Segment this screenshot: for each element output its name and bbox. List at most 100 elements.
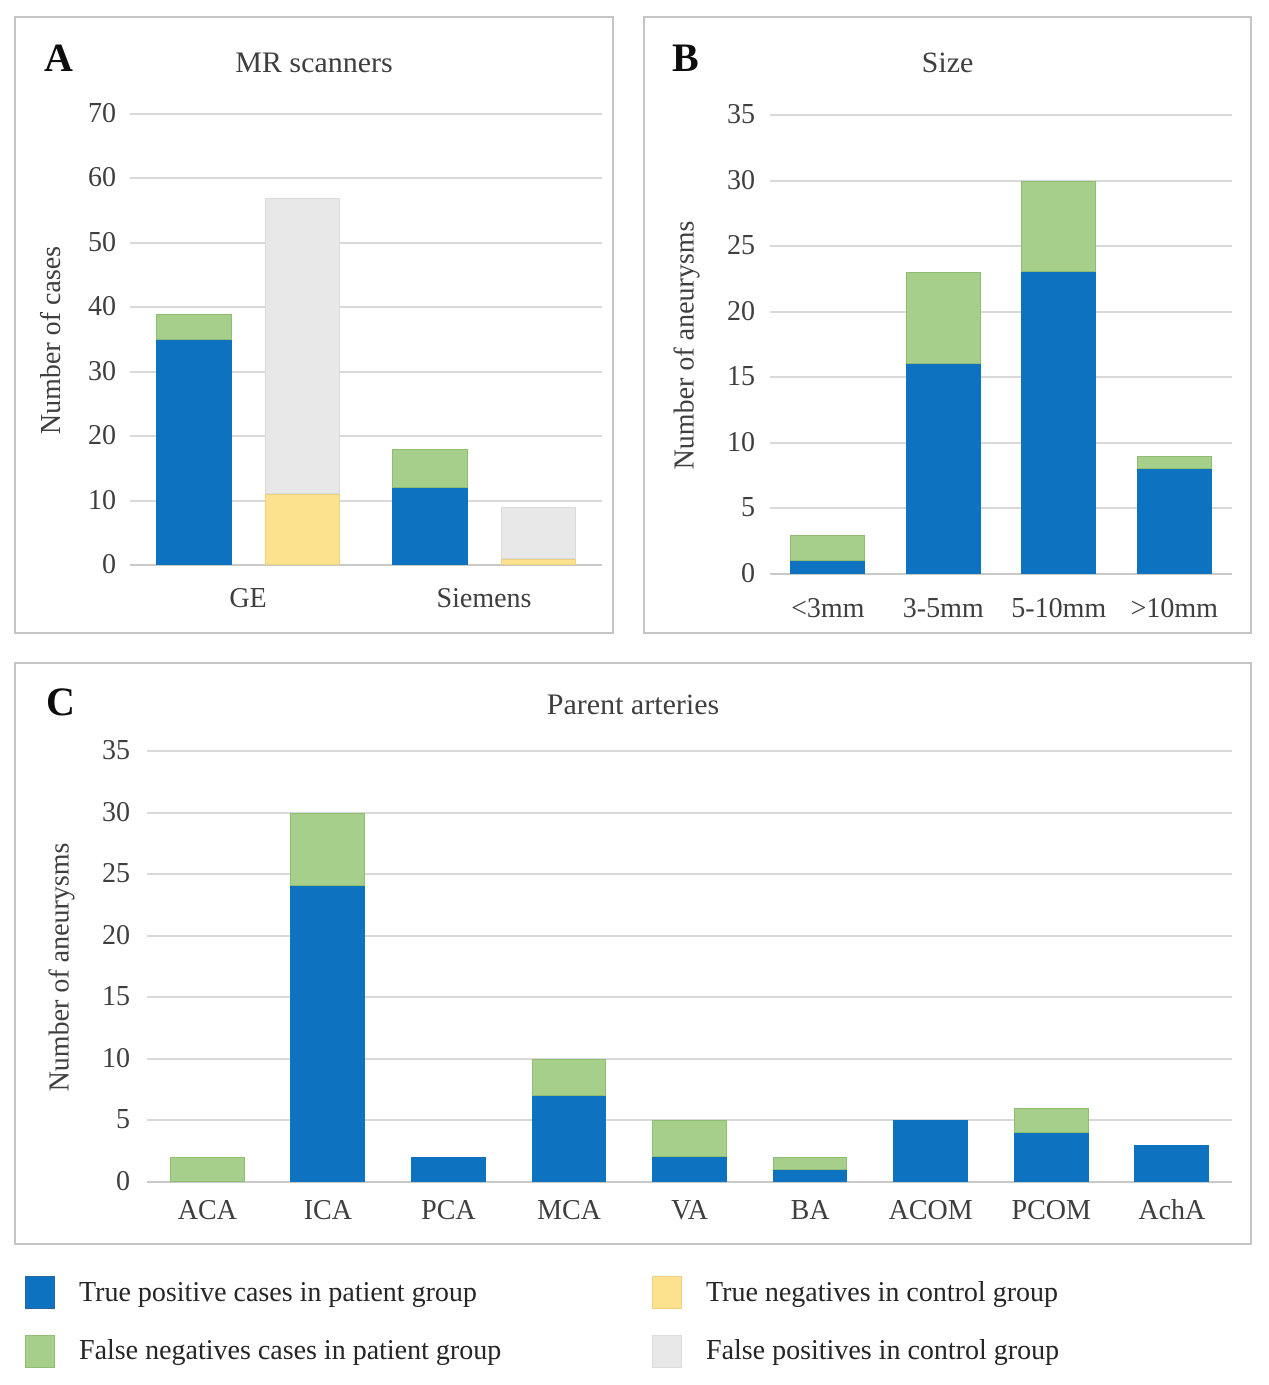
stacked-bar: [290, 751, 366, 1182]
y-tick-label: 15: [727, 361, 755, 393]
bar-segment-green: [772, 1157, 848, 1170]
chart-title-parent-arteries: Parent arteries: [546, 688, 720, 721]
legend-label: False negatives cases in patient group: [79, 1335, 502, 1367]
category-slot-PCOM: [991, 751, 1112, 1182]
stacked-bar: [264, 114, 341, 565]
gridline: [147, 1057, 1232, 1060]
y-tick-label: 30: [88, 355, 116, 387]
y-tick-label: 25: [727, 230, 755, 262]
category-label-AchA: AchA: [1138, 1195, 1206, 1226]
gridline: [770, 245, 1232, 248]
panel-a-mr-scanners: A MR scanners Number of cases 0 10 20 30 40 5…: [14, 16, 614, 634]
gridline: [130, 499, 602, 502]
chart-title-size: Size: [921, 46, 974, 79]
category-slot-ACOM: [870, 751, 991, 1182]
legend-column-patient-group: True positive cases in patient group Fal…: [25, 1276, 501, 1368]
stacked-bar: [155, 114, 232, 565]
bar-segment-green: [391, 449, 468, 488]
bar-segment-yellow: [264, 494, 341, 565]
stacked-bar: [652, 751, 727, 1182]
bar-segment-blue: [652, 1157, 727, 1182]
gridline: [147, 1181, 1232, 1183]
gridline: [770, 376, 1232, 379]
legend-label: False positives in control group: [706, 1335, 1060, 1367]
category-slot-<3mm: [770, 115, 886, 574]
stacked-bar: [1021, 115, 1097, 574]
bar-segment-green: [1013, 1108, 1089, 1133]
gridline: [130, 370, 602, 373]
gridline: [147, 934, 1232, 937]
gridline: [130, 113, 602, 115]
y-tick-label: 40: [88, 291, 116, 323]
y-axis-ticks: 0 5 10 15 20 25 30 35: [685, 101, 755, 588]
bar-segment-blue: [1134, 1145, 1210, 1182]
y-tick-label: 30: [102, 796, 130, 828]
bar-segment-green: [790, 534, 866, 561]
bar-segment-blue: [1013, 1132, 1089, 1182]
bars-layer: [147, 751, 1232, 1182]
bar-segment-blue: [155, 339, 232, 565]
y-tick-label: 20: [727, 295, 755, 327]
y-tick-label: 20: [102, 919, 130, 951]
gridline: [130, 435, 602, 438]
category-label-Siemens: Siemens: [436, 583, 532, 614]
category-slot-AchA: [1112, 751, 1233, 1182]
bar-segment-blue: [790, 560, 866, 574]
y-tick-label: 10: [727, 426, 755, 458]
bar-segment-blue: [531, 1095, 607, 1182]
bars-layer: [770, 115, 1232, 574]
bar-segment-blue: [1136, 469, 1212, 574]
category-label-5-10mm: 5-10mm: [1011, 593, 1107, 624]
bar-segment-green: [155, 313, 232, 340]
category-label-BA: BA: [790, 1195, 830, 1226]
stacked-bar: [500, 114, 577, 565]
x-axis-labels: <3mm 3-5mm 5-10mm >10mm: [770, 593, 1232, 630]
stacked-bar: [1134, 751, 1210, 1182]
gridline: [130, 306, 602, 309]
category-label->10mm: >10mm: [1130, 593, 1218, 624]
legend-item-true-negatives: True negatives in control group: [652, 1276, 1059, 1310]
stacked-bar: [772, 751, 848, 1182]
plot-area: [130, 113, 602, 566]
stacked-bar: [391, 114, 468, 565]
stacked-bar: [905, 115, 981, 574]
panel-letter-a: A: [44, 35, 73, 80]
y-tick-label: 35: [727, 99, 755, 130]
y-tick-label: 70: [88, 98, 116, 129]
legend-label: True negatives in control group: [706, 1277, 1059, 1308]
bar-segment-green: [1136, 455, 1212, 470]
bar-segment-blue: [893, 1120, 969, 1182]
y-tick-label: 15: [102, 981, 130, 1013]
category-label-PCOM: PCOM: [1011, 1195, 1091, 1226]
category-slot-MCA: [509, 751, 630, 1182]
bar-segment-blue: [290, 886, 366, 1182]
bar-segment-gray: [264, 197, 341, 495]
plot-area: [770, 114, 1232, 575]
gridline: [130, 564, 602, 566]
category-label-ICA: ICA: [303, 1195, 352, 1226]
y-axis-ticks: 0 5 10 15 20 25 30 35: [56, 737, 130, 1196]
category-slot-VA: [629, 751, 750, 1182]
gridline: [147, 811, 1232, 814]
panel-letter-b: B: [672, 35, 699, 80]
stacked-bar: [411, 751, 486, 1182]
gridline: [147, 996, 1232, 999]
category-slot-ICA: [268, 751, 389, 1182]
legend-swatch-gray: [652, 1334, 682, 1368]
category-slot-GE: [130, 114, 366, 565]
y-tick-label: 30: [727, 164, 755, 196]
y-tick-label: 50: [88, 226, 116, 258]
y-tick-label: 25: [102, 858, 130, 890]
y-tick-label: 0: [102, 549, 116, 580]
y-tick-label: 60: [88, 162, 116, 194]
stacked-bar: [1136, 115, 1212, 574]
stacked-bar: [1013, 751, 1089, 1182]
legend: True positive cases in patient group Fal…: [14, 1276, 1252, 1368]
plot-area: [147, 750, 1232, 1183]
bar-segment-green: [1021, 180, 1097, 273]
category-label-VA: VA: [671, 1195, 708, 1226]
bar-segment-green: [905, 272, 981, 365]
stacked-bar: [531, 751, 607, 1182]
legend-label: True positive cases in patient group: [79, 1277, 477, 1308]
